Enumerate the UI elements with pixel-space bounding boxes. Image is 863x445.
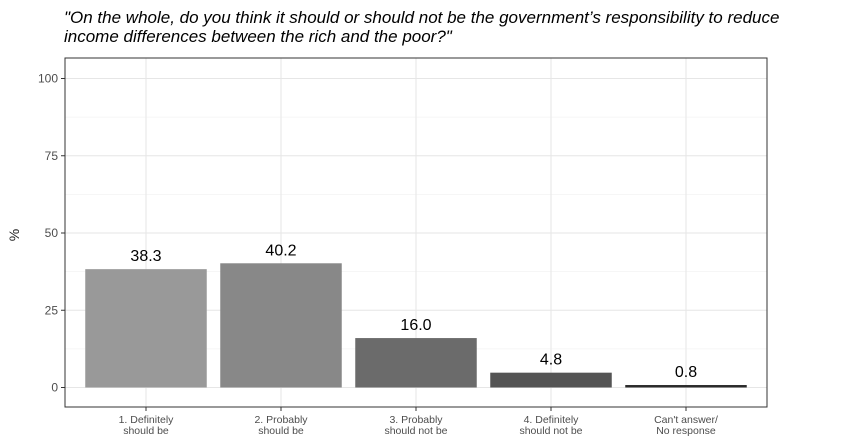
y-tick-label: 75 — [45, 149, 59, 163]
x-tick-label: should be — [258, 425, 304, 437]
chart-title: "On the whole, do you think it should or… — [64, 8, 859, 46]
x-tick-label: 4. Definitely — [524, 414, 580, 426]
bar — [220, 263, 342, 388]
chart-title-line-1: "On the whole, do you think it should or… — [64, 8, 780, 27]
x-tick-label: should not be — [384, 425, 447, 437]
x-tick-label: 2. Probably — [254, 414, 308, 426]
data-label: 40.2 — [265, 242, 296, 259]
x-tick-label: 1. Definitely — [119, 414, 175, 426]
bar — [85, 269, 207, 388]
bar — [490, 372, 612, 388]
chart-title-line-2: income differences between the rich and … — [64, 27, 452, 46]
y-tick-label: 25 — [45, 303, 59, 317]
x-tick-label: should be — [123, 425, 169, 437]
x-tick-label: Can't answer/ — [654, 414, 718, 426]
bar — [355, 338, 477, 388]
x-tick-label: No response — [656, 425, 716, 437]
data-label: 4.8 — [540, 352, 562, 369]
y-tick-label: 0 — [51, 381, 58, 395]
data-label: 38.3 — [130, 248, 161, 265]
y-tick-label: 50 — [45, 226, 59, 240]
bar — [625, 385, 747, 388]
x-tick-label: should not be — [519, 425, 582, 437]
data-label: 0.8 — [675, 364, 697, 381]
data-label: 16.0 — [400, 317, 431, 334]
y-tick-label: 100 — [38, 72, 58, 86]
x-tick-label: 3. Probably — [389, 414, 443, 426]
